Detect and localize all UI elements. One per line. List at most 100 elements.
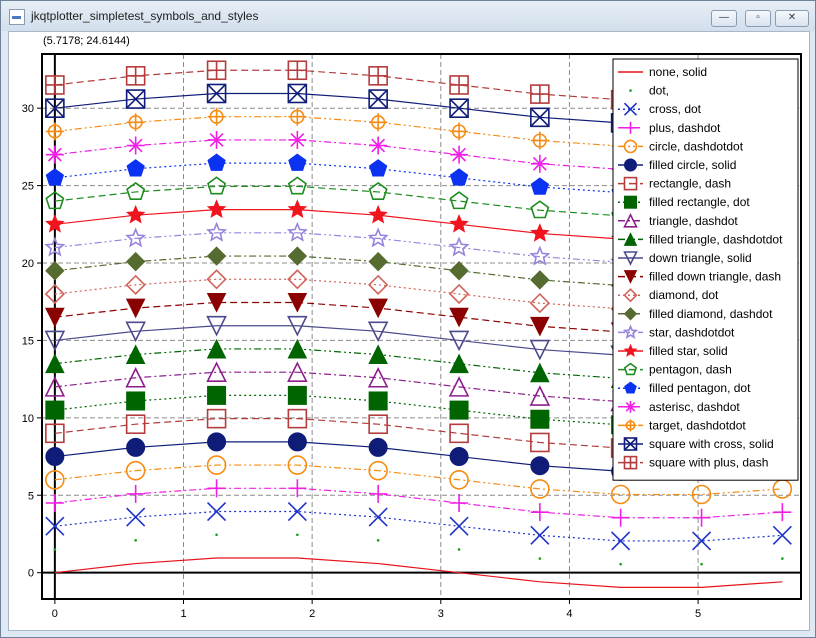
- data-point: [45, 122, 64, 141]
- data-point: [611, 508, 630, 527]
- data-point: [206, 269, 227, 290]
- data-point: [125, 460, 146, 481]
- data-point: [45, 75, 65, 95]
- data-point: [368, 159, 388, 177]
- plot-widget[interactable]: (5.7178; 24.6144) 0 1 2 3 4 5 0 5 10 15 20 25 30 none…: [8, 31, 810, 631]
- data-point: [619, 562, 622, 566]
- series-line: [54, 232, 783, 263]
- maximize-button[interactable]: ▫: [745, 10, 771, 27]
- x-tick-label: 1: [180, 608, 186, 620]
- legend-symbol: [623, 455, 638, 470]
- close-icon: ✕: [787, 12, 797, 23]
- series-line: [54, 394, 783, 426]
- data-point: [288, 479, 307, 498]
- data-point: [368, 181, 388, 201]
- legend-label: circle, dashdotdot: [649, 139, 744, 153]
- data-point: [287, 338, 308, 359]
- data-point: [206, 361, 227, 382]
- data-point: [530, 456, 550, 476]
- data-point: [206, 199, 227, 218]
- data-point: [287, 501, 307, 522]
- data-point: [206, 338, 227, 359]
- data-point: [287, 315, 308, 337]
- data-point: [530, 270, 550, 290]
- data-point: [206, 293, 227, 313]
- series-line: [54, 348, 783, 379]
- data-point: [45, 353, 65, 374]
- legend-symbol: [624, 419, 637, 432]
- data-point: [287, 269, 308, 290]
- data-point: [206, 83, 227, 104]
- y-tick-label: 15: [22, 335, 34, 347]
- data-point: [449, 98, 469, 118]
- data-point: [530, 479, 550, 499]
- data-point: [368, 298, 388, 319]
- data-point: [530, 177, 549, 195]
- data-point: [368, 507, 388, 527]
- data-point: [45, 168, 65, 186]
- close-button[interactable]: ✕: [775, 10, 809, 27]
- data-point: [45, 516, 65, 536]
- title-bar[interactable]: jkqtplotter_simpletest_symbols_and_style…: [1, 1, 815, 31]
- legend-symbol: [623, 307, 638, 321]
- data-point: [449, 516, 469, 536]
- series-line: [54, 162, 783, 194]
- data-point: [45, 307, 65, 328]
- legend-label: square with plus, dash: [649, 456, 768, 470]
- data-point: [125, 204, 146, 224]
- legend-label: filled rectangle, dot: [649, 195, 750, 209]
- data-point: [125, 89, 146, 109]
- data-point: [610, 484, 631, 505]
- data-point: [773, 503, 792, 522]
- legend-symbol: [623, 343, 638, 357]
- data-point: [691, 484, 712, 505]
- x-tick-label: 4: [566, 608, 572, 620]
- data-point: [449, 469, 469, 490]
- data-point: [449, 168, 469, 186]
- legend-label: filled circle, solid: [649, 158, 736, 172]
- data-point: [207, 153, 226, 171]
- data-point: [530, 432, 550, 453]
- data-point: [368, 204, 388, 224]
- coordinate-readout: (5.7178; 24.6144): [43, 35, 130, 47]
- legend-label: filled diamond, dashdot: [649, 307, 773, 321]
- data-point: [125, 298, 146, 319]
- legend-label: filled pentagon, dot: [649, 381, 751, 395]
- y-tick-label: 25: [22, 181, 34, 193]
- data-point: [288, 153, 307, 171]
- data-point: [530, 316, 550, 337]
- data-point: [287, 293, 308, 313]
- legend-label: triangle, dashdot: [649, 214, 738, 228]
- data-point: [530, 409, 550, 429]
- data-point: [368, 414, 388, 434]
- data-point: [53, 548, 57, 551]
- y-tick-label: 5: [28, 490, 34, 502]
- data-point: [207, 107, 226, 126]
- legend-symbol: [624, 381, 637, 394]
- legend-symbol: [629, 89, 632, 92]
- series-line: [54, 464, 783, 496]
- data-point: [125, 414, 146, 434]
- legend-label: filled star, solid: [649, 344, 728, 358]
- y-tick-label: 20: [22, 258, 34, 270]
- data-point: [449, 423, 469, 444]
- data-point: [287, 176, 307, 195]
- data-point: [449, 214, 469, 233]
- data-point: [207, 176, 227, 195]
- data-point: [286, 221, 308, 242]
- app-icon: [9, 9, 25, 25]
- data-point: [368, 344, 388, 365]
- plot-canvas[interactable]: 0 1 2 3 4 5 0 5 10 15 20 25 30 none, solid dot, cross, …: [9, 32, 809, 630]
- data-point: [126, 136, 145, 155]
- legend-label: rectangle, dash: [649, 177, 731, 191]
- data-point: [368, 89, 388, 109]
- data-point: [287, 455, 308, 475]
- data-point: [45, 98, 65, 118]
- data-point: [449, 75, 469, 95]
- data-point: [287, 408, 308, 429]
- data-point: [449, 307, 469, 328]
- series-line: [54, 139, 783, 170]
- data-point: [287, 60, 308, 81]
- minimize-button[interactable]: —: [711, 10, 737, 27]
- data-point: [206, 408, 227, 429]
